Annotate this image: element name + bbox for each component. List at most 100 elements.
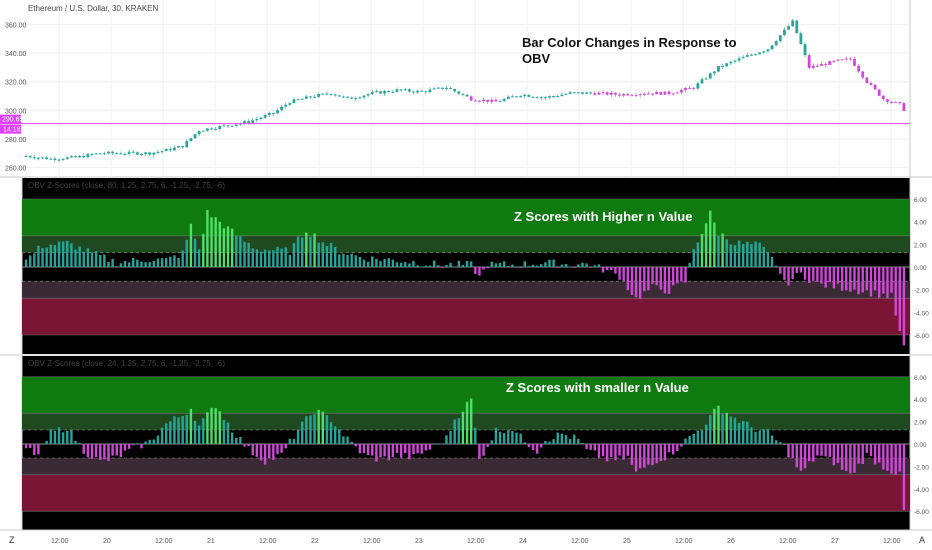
osc2-bar [828,444,831,457]
osc2-bar [428,444,432,450]
osc1-bar [247,242,250,267]
candle-body [131,151,135,153]
osc2-bar [597,444,601,458]
osc2-bar [164,423,168,444]
osc2-bar [647,444,650,465]
osc2-bar [704,424,708,444]
osc2-bar [214,408,217,444]
osc1-zone-low [22,298,910,335]
osc2-y-tick: 4.00 [914,397,927,404]
candle-body [387,91,391,93]
candle-body [86,154,90,158]
osc1-bar [816,267,819,282]
osc2-bar [725,412,728,444]
candle-body [902,103,906,111]
osc1-bar [770,256,774,267]
osc1-bar [78,246,81,267]
osc2-bar [247,444,250,447]
candle-body [135,152,139,155]
osc2-bar [193,420,197,444]
candle-body [152,152,156,155]
osc1-bar [123,260,127,267]
osc1-bar [873,267,877,291]
osc1-bar [28,255,32,267]
candle-body [597,92,601,95]
osc1-bar [700,234,704,267]
osc1-bar [869,267,873,297]
osc1-bar [601,267,605,273]
candle-body [280,106,283,111]
osc2-bar [746,421,749,444]
osc2-bar [507,430,510,444]
osc2-bar [197,425,201,444]
osc2-bar [750,427,753,444]
candle-body [111,151,115,154]
osc2-bar [729,416,733,444]
candle-body [243,121,246,124]
osc1-bar [515,266,518,268]
osc2-bar [684,438,687,444]
osc2-bar [655,444,658,464]
osc2-bar [424,444,428,451]
candle-body [74,156,77,158]
osc2-bar [346,436,349,444]
osc1-bar [902,267,906,346]
candle-body [329,94,333,96]
osc2-bar [239,437,242,444]
candle-body [321,93,325,95]
osc1-bar [733,245,737,267]
x-tick-label: 21 [207,538,215,545]
osc2-bar [787,444,790,458]
osc1-bar [849,267,852,292]
osc1-bar [861,267,864,293]
osc2-bar [614,444,617,461]
osc2-bar [898,444,902,472]
osc1-bar [148,261,151,267]
candle-body [173,147,176,151]
osc2-bar [358,444,362,454]
candle-body [45,157,49,160]
candle-body [638,94,642,96]
price-y-tick: 300.00 [5,108,27,115]
osc2-bar [383,444,386,457]
osc1-bar [791,267,794,280]
candle-body [750,54,753,56]
candle-body [201,130,205,132]
osc2-bar [601,444,605,457]
candle-body [642,93,646,95]
countdown-label: 14:18 [3,127,21,134]
osc1-bar [754,241,757,267]
osc2-zones [22,376,910,512]
osc1-bar [622,267,625,281]
osc1-bar [696,242,700,267]
candle-body [350,97,354,99]
osc1-bar [709,210,712,267]
osc1-bar [94,251,98,267]
candle-body [758,52,762,55]
osc1-bar [53,245,57,267]
footer-a-button[interactable]: A [919,535,925,545]
candle-body [671,93,675,95]
osc1-bar [832,267,836,289]
osc2-bar [28,444,32,449]
osc1-bar [461,264,465,267]
candle-body [98,153,102,155]
candle-body [69,156,73,158]
price-annotation: Bar Color Changes in Response to OBV [522,35,737,66]
candle-body [795,20,799,34]
candle-body [618,94,621,96]
osc1-bar [634,267,638,298]
osc1-zone-mid-low [22,281,910,299]
osc2-bar [395,444,399,453]
candle-body [465,94,469,97]
osc2-bar [469,398,473,444]
osc2-bar [111,444,114,456]
osc1-bar [420,266,423,268]
candle-body [853,58,856,66]
candle-body [271,113,275,115]
candle-body [482,99,485,102]
candle-body [552,96,556,98]
footer-z-button[interactable]: Z [9,535,15,545]
candle-body [304,96,308,99]
osc1-bar [647,267,650,291]
